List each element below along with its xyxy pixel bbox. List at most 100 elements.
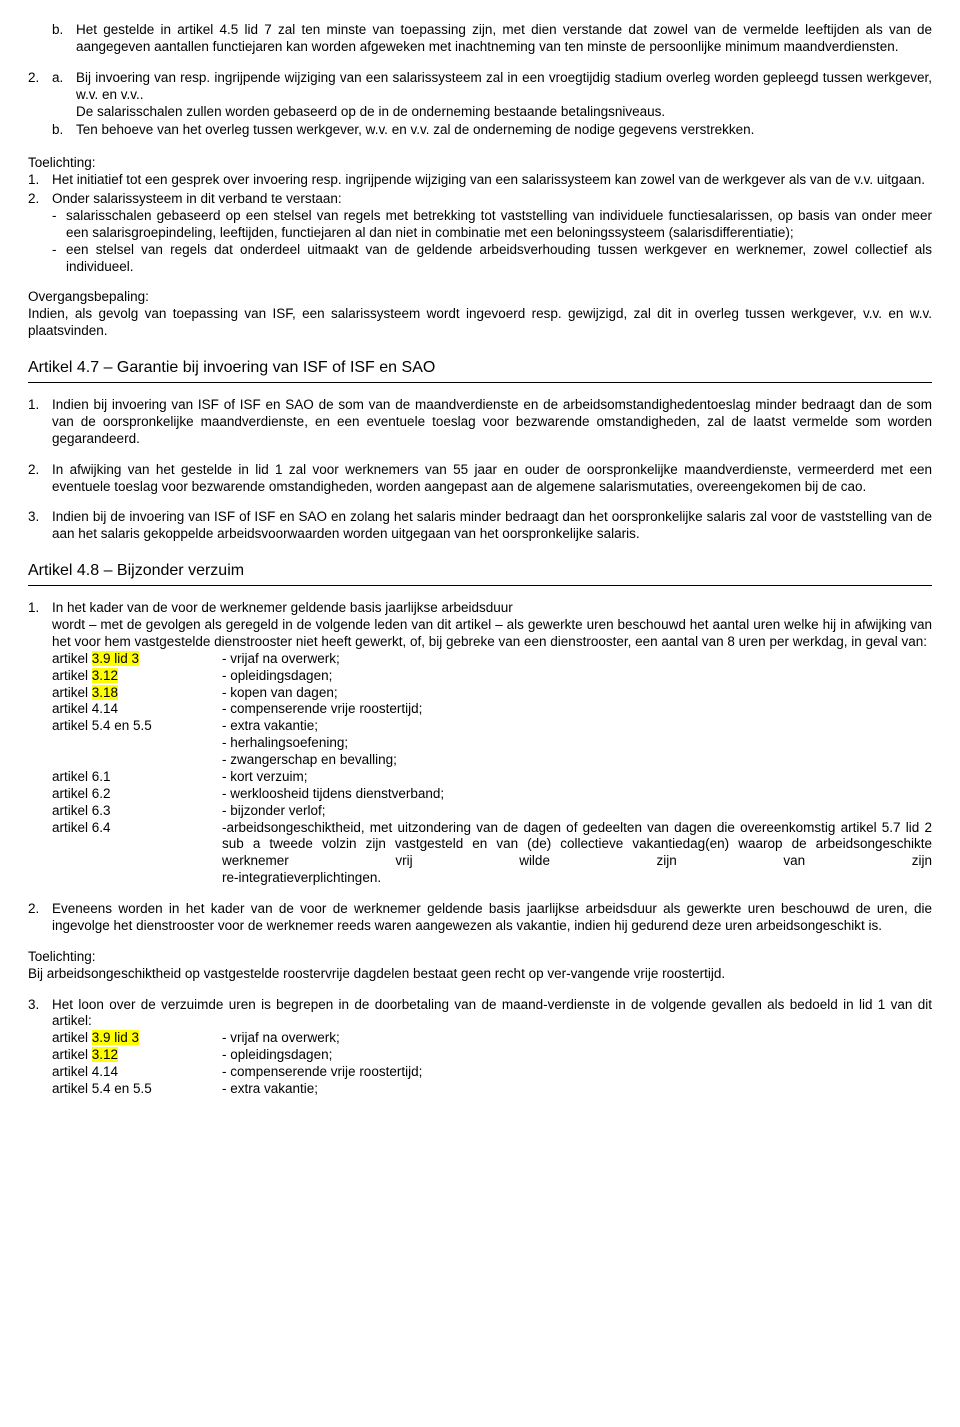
text-2a-2: De salarisschalen zullen worden gebaseer… — [76, 104, 665, 119]
art48-n1: 1. In het kader van de voor de werknemer… — [28, 600, 932, 887]
table-cell-artikel: artikel 3.12 — [52, 668, 222, 685]
art47-n2: 2. In afwijking van het gestelde in lid … — [28, 462, 932, 496]
art48-n1-c: In het kader van de voor de werknemer ge… — [52, 600, 932, 887]
table-cell-desc: - herhalingsoefening; — [222, 735, 932, 752]
table-cell-desc: - compenserende vrije roostertijd; — [222, 1064, 932, 1081]
highlight: 3.9 lid 3 — [92, 651, 139, 666]
art47-title: Artikel 4.7 – Garantie bij invoering van… — [28, 358, 932, 378]
art48-row64-c1: artikel 6.4 — [52, 820, 222, 888]
art47-n3-c: Indien bij de invoering van ISF of ISF e… — [52, 509, 932, 543]
art48-row64-c2b: re-integratieverplichtingen. — [222, 870, 381, 885]
toe1-m1: 1. — [28, 172, 52, 189]
art48-n3-m: 3. — [28, 997, 52, 1098]
art48-toe-text: Bij arbeidsongeschiktheid op vastgesteld… — [28, 966, 932, 983]
art48-n3-text: Het loon over de verzuimde uren is begre… — [52, 997, 932, 1031]
table-cell-artikel: artikel 5.4 en 5.5 — [52, 1081, 222, 1098]
art47-n1: 1. Indien bij invoering van ISF of ISF e… — [28, 397, 932, 448]
art48-n2-c: Eveneens worden in het kader van de voor… — [52, 901, 932, 935]
rule-48 — [28, 585, 932, 586]
table-cell-desc: - werkloosheid tijdens dienstverband; — [222, 786, 932, 803]
table-cell-desc: - vrijaf na overwerk; — [222, 651, 932, 668]
toe1-b1-m: - — [52, 208, 66, 242]
art48-toe-label: Toelichting: — [28, 949, 932, 966]
table-cell-artikel: artikel 6.3 — [52, 803, 222, 820]
art48-n3: 3. Het loon over de verzuimde uren is be… — [28, 997, 932, 1098]
art47-n1-c: Indien bij invoering van ISF of ISF en S… — [52, 397, 932, 448]
table-cell-artikel: artikel 4.14 — [52, 701, 222, 718]
toe1-b2-c: een stelsel van regels dat onderdeel uit… — [66, 242, 932, 276]
toe1-b1: - salarisschalen gebaseerd op een stelse… — [52, 208, 932, 242]
toe1-item1: 1. Het initiatief tot een gesprek over i… — [28, 172, 932, 189]
toelichting-1-label: Toelichting: — [28, 155, 932, 172]
art47-n3: 3. Indien bij de invoering van ISF of IS… — [28, 509, 932, 543]
table-row: artikel 3.12- opleidingsdagen; — [52, 1047, 932, 1064]
highlight: 3.12 — [92, 668, 118, 683]
art47-n2-c: In afwijking van het gestelde in lid 1 z… — [52, 462, 932, 496]
art48-n3-c: Het loon over de verzuimde uren is begre… — [52, 997, 932, 1098]
art47-n2-m: 2. — [28, 462, 52, 496]
art48-n1-intro: In het kader van de voor de werknemer ge… — [52, 600, 932, 617]
rule-47 — [28, 382, 932, 383]
item-2a: a. Bij invoering van resp. ingrijpende w… — [52, 70, 932, 121]
art48-n1-m: 1. — [28, 600, 52, 887]
table-cell-artikel: artikel 3.12 — [52, 1047, 222, 1064]
table-cell-artikel: artikel 6.2 — [52, 786, 222, 803]
overgang-label: Overgangsbepaling: — [28, 289, 932, 306]
table-cell-desc: - bijzonder verlof; — [222, 803, 932, 820]
table-cell-desc: - zwangerschap en bevalling; — [222, 752, 932, 769]
toe1-b2: - een stelsel van regels dat onderdeel u… — [52, 242, 932, 276]
art48-n2: 2. Eveneens worden in het kader van de v… — [28, 901, 932, 935]
toe1-c2: Onder salarissysteem in dit verband te v… — [52, 191, 932, 275]
table-row: artikel 3.9 lid 3- vrijaf na overwerk; — [52, 1030, 932, 1047]
art47-n3-m: 3. — [28, 509, 52, 543]
table-row: artikel 5.4 en 5.5- extra vakantie; — [52, 1081, 932, 1098]
content-2a: Bij invoering van resp. ingrijpende wijz… — [76, 70, 932, 121]
art48-row-64: artikel 6.4 -arbeidsongeschiktheid, met … — [52, 820, 932, 888]
marker-2b: b. — [52, 122, 76, 139]
text-2a-1: Bij invoering van resp. ingrijpende wijz… — [76, 70, 932, 102]
table-cell-artikel: artikel 5.4 en 5.5 — [52, 718, 222, 735]
highlight: 3.12 — [92, 1047, 118, 1062]
table-cell-desc: - kopen van dagen; — [222, 685, 932, 702]
highlight: 3.18 — [92, 685, 118, 700]
overgang-text: Indien, als gevolg van toepassing van IS… — [28, 306, 932, 340]
marker-2: 2. — [28, 70, 52, 142]
table-cell-artikel — [52, 735, 222, 752]
content-b: Het gestelde in artikel 4.5 lid 7 zal te… — [76, 22, 932, 56]
art48-n2-m: 2. — [28, 901, 52, 935]
art48-row64-c2a: -arbeidsongeschiktheid, met uitzondering… — [222, 820, 932, 871]
content-2: a. Bij invoering van resp. ingrijpende w… — [52, 70, 932, 142]
table-row: artikel 5.4 en 5.5- extra vakantie; — [52, 718, 932, 735]
table-cell-desc: - opleidingsdagen; — [222, 1047, 932, 1064]
toe1-m2: 2. — [28, 191, 52, 275]
table-cell-desc: - opleidingsdagen; — [222, 668, 932, 685]
item-2: 2. a. Bij invoering van resp. ingrijpend… — [28, 70, 932, 142]
table-cell-desc: - vrijaf na overwerk; — [222, 1030, 932, 1047]
marker-2a: a. — [52, 70, 76, 121]
table-row: - herhalingsoefening; — [52, 735, 932, 752]
marker-b: b. — [52, 22, 76, 56]
table-row: artikel 4.14- compenserende vrije rooste… — [52, 1064, 932, 1081]
table-cell-desc: - compenserende vrije roostertijd; — [222, 701, 932, 718]
table-cell-artikel: artikel 6.1 — [52, 769, 222, 786]
table-row: artikel 6.3- bijzonder verlof; — [52, 803, 932, 820]
highlight: 3.9 lid 3 — [92, 1030, 139, 1045]
table-cell-desc: - extra vakantie; — [222, 718, 932, 735]
table-cell-artikel — [52, 752, 222, 769]
art48-table3: artikel 3.9 lid 3- vrijaf na overwerk;ar… — [52, 1030, 932, 1098]
item-2b: b. Ten behoeve van het overleg tussen we… — [52, 122, 932, 139]
toe1-item2: 2. Onder salarissysteem in dit verband t… — [28, 191, 932, 275]
table-cell-artikel: artikel 3.9 lid 3 — [52, 651, 222, 668]
table-row: artikel 4.14- compenserende vrije rooste… — [52, 701, 932, 718]
content-2b: Ten behoeve van het overleg tussen werkg… — [76, 122, 932, 139]
art47-n1-m: 1. — [28, 397, 52, 448]
toe1-b1-c: salarisschalen gebaseerd op een stelsel … — [66, 208, 932, 242]
toe1-c1: Het initiatief tot een gesprek over invo… — [52, 172, 932, 189]
table-cell-artikel: artikel 3.18 — [52, 685, 222, 702]
table-row: artikel 6.1- kort verzuim; — [52, 769, 932, 786]
table-cell-desc: - extra vakantie; — [222, 1081, 932, 1098]
table-cell-desc: - kort verzuim; — [222, 769, 932, 786]
table-row: artikel 3.18- kopen van dagen; — [52, 685, 932, 702]
art48-row64-c2: -arbeidsongeschiktheid, met uitzondering… — [222, 820, 932, 888]
list-item-b: b. Het gestelde in artikel 4.5 lid 7 zal… — [52, 22, 932, 56]
